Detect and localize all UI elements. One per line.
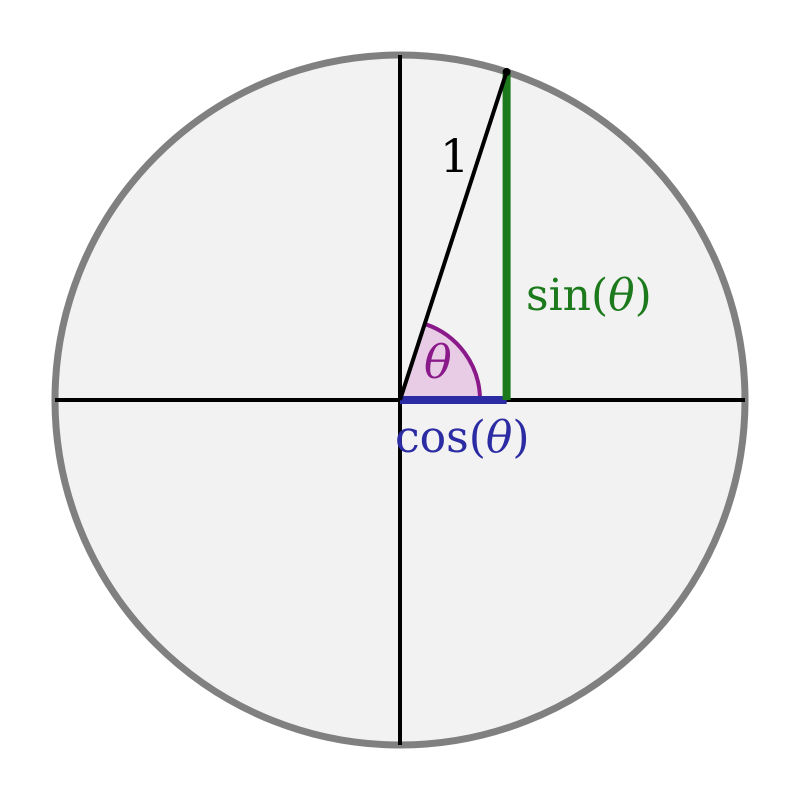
terminal-point bbox=[503, 68, 511, 76]
label-theta: θ bbox=[424, 335, 452, 389]
label-one: 1 bbox=[440, 129, 469, 183]
label-sin: sin(θ) bbox=[526, 270, 652, 321]
label-cos: cos(θ) bbox=[395, 412, 530, 463]
